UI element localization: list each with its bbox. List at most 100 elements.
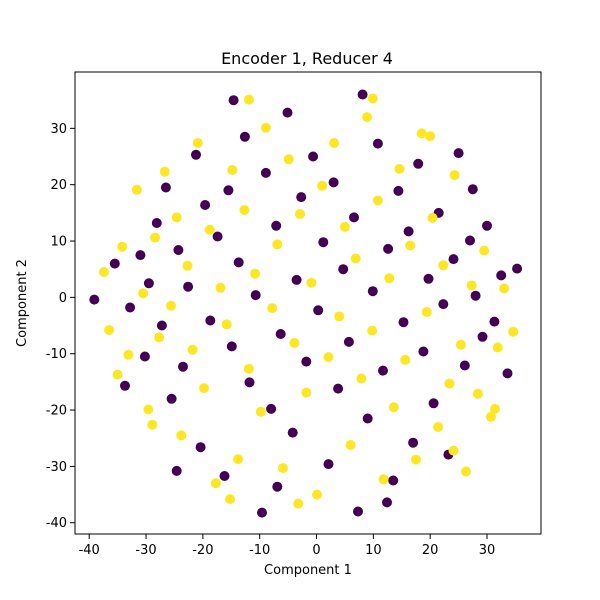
scatter-point-class-1-14 xyxy=(187,344,198,355)
scatter-point-class-1-20 xyxy=(221,319,232,330)
scatter-point-class-0-76 xyxy=(171,465,182,476)
scatter-point-class-0-18 xyxy=(219,471,230,481)
x-tick-label: 0 xyxy=(312,543,320,558)
scatter-point-class-0-5 xyxy=(143,278,154,289)
scatter-point-class-0-26 xyxy=(260,167,271,178)
scatter-point-class-0-40 xyxy=(333,383,344,394)
scatter-point-class-1-54 xyxy=(411,454,421,465)
scatter-point-class-1-4 xyxy=(131,184,142,195)
scatter-point-class-0-52 xyxy=(393,185,404,196)
x-axis-label: Component 1 xyxy=(264,563,352,578)
scatter-point-class-1-68 xyxy=(492,342,503,353)
scatter-point-class-1-69 xyxy=(499,283,510,294)
scatter-point-class-1-34 xyxy=(301,387,312,398)
scatter-point-class-0-67 xyxy=(470,290,481,301)
scatter-point-class-1-53 xyxy=(405,240,416,251)
scatter-point-class-1-7 xyxy=(150,232,161,243)
x-tick-label: 20 xyxy=(422,543,439,558)
scatter-point-class-0-65 xyxy=(459,360,470,371)
scatter-point-class-1-9 xyxy=(159,166,170,177)
scatter-point-class-1-70 xyxy=(508,326,519,337)
scatter-point-class-0-68 xyxy=(477,331,488,342)
scatter-point-class-0-22 xyxy=(239,131,250,142)
scatter-point-class-1-33 xyxy=(295,209,305,219)
plot-frame xyxy=(74,71,542,535)
scatter-point-class-1-66 xyxy=(479,245,490,256)
scatter-point-class-1-79 xyxy=(425,131,436,142)
scatter-point-class-0-25 xyxy=(257,507,267,518)
scatter-point-class-0-30 xyxy=(282,107,293,118)
scatter-point-class-1-47 xyxy=(372,195,383,206)
x-tick-label: 10 xyxy=(365,543,382,558)
scatter-point-class-1-62 xyxy=(455,339,466,350)
scatter-point-class-1-74 xyxy=(367,93,378,104)
scatter-point-class-0-64 xyxy=(453,148,464,159)
scatter-point-class-1-38 xyxy=(323,352,334,363)
scatter-point-class-1-25 xyxy=(250,268,261,279)
scatter-point-class-0-19 xyxy=(223,185,234,196)
scatter-point-class-0-38 xyxy=(323,459,334,470)
scatter-point-class-0-53 xyxy=(398,317,409,328)
chart-title: Encoder 1, Reducer 4 xyxy=(221,49,393,68)
scatter-point-class-1-44 xyxy=(356,373,367,384)
scatter-point-class-0-66 xyxy=(465,235,475,246)
scatter-point-class-1-17 xyxy=(204,224,215,235)
scatter-point-class-0-0 xyxy=(89,294,100,305)
points-layer xyxy=(89,89,523,518)
scatter-point-class-0-74 xyxy=(120,380,130,391)
scatter-point-class-0-44 xyxy=(353,506,363,517)
scatter-point-class-0-21 xyxy=(233,257,244,268)
scatter-point-class-1-13 xyxy=(182,260,193,271)
scatter-point-class-1-56 xyxy=(421,307,432,317)
scatter-point-class-0-11 xyxy=(178,361,188,372)
scatter-point-class-0-35 xyxy=(308,151,319,162)
scatter-point-class-1-2 xyxy=(117,241,128,252)
scatter-point-class-1-30 xyxy=(278,463,288,474)
scatter-point-class-0-43 xyxy=(349,212,359,223)
scatter-point-class-1-71 xyxy=(112,369,123,380)
scatter-point-class-0-49 xyxy=(378,365,388,376)
scatter-point-class-1-73 xyxy=(225,494,236,505)
scatter-point-class-0-3 xyxy=(135,250,146,261)
y-tick-label: -10 xyxy=(46,347,67,362)
scatter-point-class-1-57 xyxy=(427,212,438,223)
scatter-point-class-0-78 xyxy=(382,497,392,508)
scatter-point-class-1-16 xyxy=(199,383,209,394)
scatter-point-class-0-20 xyxy=(226,341,237,352)
scatter-point-class-1-75 xyxy=(448,445,459,456)
scatter-point-class-0-70 xyxy=(489,316,500,327)
scatter-point-class-1-39 xyxy=(329,138,340,148)
scatter-point-class-1-12 xyxy=(176,430,187,441)
scatter-point-class-0-50 xyxy=(383,243,394,254)
scatter-point-class-0-14 xyxy=(195,442,206,453)
scatter-point-class-1-46 xyxy=(367,325,378,336)
scatter-point-class-1-11 xyxy=(171,212,182,223)
y-tick-label: 30 xyxy=(50,122,67,137)
scatter-point-class-1-42 xyxy=(345,440,356,450)
scatter-point-class-0-13 xyxy=(191,149,201,160)
scatter-point-class-0-56 xyxy=(413,158,424,169)
x-tick-label: -20 xyxy=(192,543,213,558)
scatter-point-class-1-15 xyxy=(192,138,203,148)
scatter-point-class-0-47 xyxy=(367,286,378,297)
scatter-point-class-1-49 xyxy=(384,273,395,284)
scatter-point-class-0-33 xyxy=(296,192,307,203)
scatter-point-class-0-12 xyxy=(183,281,194,292)
scatter-point-class-0-24 xyxy=(250,290,261,301)
scatter-point-class-0-23 xyxy=(244,377,255,388)
scatter-point-class-1-23 xyxy=(239,205,250,215)
scatter-point-class-1-37 xyxy=(317,180,328,191)
x-tick-label: 30 xyxy=(479,543,496,558)
scatter-point-class-0-54 xyxy=(403,226,414,237)
scatter-point-class-1-29 xyxy=(272,239,283,250)
y-axis-ticks: -40 -30 -20 -10 0 10 20 30 xyxy=(46,122,75,531)
scatter-point-class-1-28 xyxy=(267,303,278,314)
y-tick-label: -40 xyxy=(46,516,67,531)
scatter-point-class-0-71 xyxy=(496,270,507,281)
y-axis-label: Component 2 xyxy=(15,259,30,347)
scatter-point-class-1-78 xyxy=(147,419,158,430)
scatter-point-class-0-15 xyxy=(200,200,211,210)
scatter-point-class-1-50 xyxy=(388,402,399,413)
scatter-point-class-1-5 xyxy=(138,288,149,299)
